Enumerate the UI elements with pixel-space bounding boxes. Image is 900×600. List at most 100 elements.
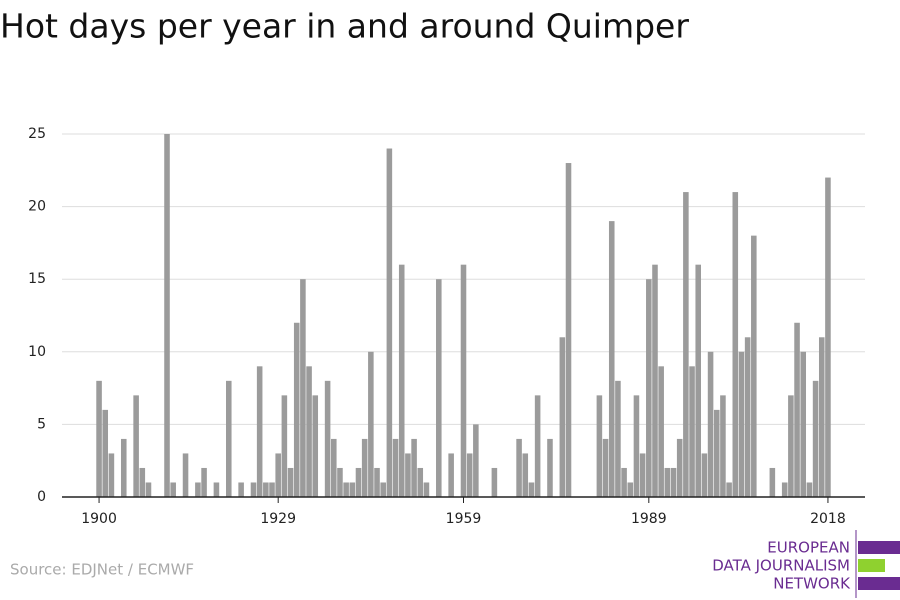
bar (781, 482, 788, 497)
bar (281, 395, 288, 497)
bar (633, 395, 640, 497)
bar (769, 467, 776, 497)
bar (738, 351, 745, 497)
bar (306, 366, 312, 497)
bar (713, 409, 720, 497)
bar (818, 337, 825, 497)
bar (615, 380, 621, 497)
bar (96, 380, 102, 497)
bar (596, 395, 603, 497)
bar (639, 453, 646, 497)
bar (608, 221, 615, 497)
chart-title: Hot days per year in and around Quimper (0, 7, 689, 46)
bar (108, 453, 115, 497)
bar (405, 453, 411, 497)
bar (676, 438, 683, 497)
bar (349, 482, 356, 497)
bar (806, 482, 813, 497)
source: Source: EDJNet / ECMWF (10, 561, 194, 579)
bar (534, 395, 541, 497)
bar (788, 395, 794, 497)
bar (145, 482, 152, 497)
bar (256, 366, 263, 497)
bar (448, 453, 454, 497)
bar (491, 467, 498, 497)
bar (164, 134, 170, 497)
bar (182, 453, 189, 497)
bar (565, 163, 572, 498)
bar (695, 264, 702, 497)
bar (102, 409, 109, 497)
bar (794, 322, 800, 497)
bar (213, 482, 220, 497)
y-tick-label: 0 (37, 489, 46, 505)
x-tick-label: 1959 (446, 511, 482, 527)
y-tick-label: 10 (28, 344, 46, 360)
bar (201, 467, 207, 497)
x-tick-label: 1989 (631, 511, 667, 527)
bar (732, 192, 739, 497)
bar (726, 482, 732, 497)
bar (195, 482, 201, 497)
bar (720, 395, 726, 497)
bar (343, 482, 349, 497)
bar (386, 148, 393, 497)
bar (701, 453, 708, 497)
bar (627, 482, 634, 497)
bar (751, 235, 757, 497)
bar (392, 438, 399, 497)
bar (368, 351, 374, 497)
bar (324, 380, 331, 497)
bar (238, 482, 244, 497)
bar (683, 192, 689, 497)
bar (398, 264, 405, 497)
bar (652, 264, 658, 497)
bar (825, 177, 831, 497)
bar (528, 482, 535, 497)
bar (707, 351, 714, 497)
bar (275, 453, 281, 497)
bar (337, 467, 343, 497)
y-tick-label: 20 (28, 199, 46, 215)
x-tick-label: 2018 (810, 511, 846, 527)
bar (559, 337, 566, 497)
x-tick-label: 1900 (81, 511, 117, 527)
bar (331, 438, 337, 497)
y-tick-label: 15 (28, 271, 46, 287)
logo-text: EUROPEAN (767, 539, 850, 557)
bar (473, 424, 479, 497)
bar (380, 482, 386, 497)
logo-text: NETWORK (773, 575, 851, 593)
bar (812, 380, 819, 497)
bar (646, 279, 652, 497)
y-tick-label: 5 (37, 416, 46, 432)
bar (139, 467, 146, 497)
logo-bar (858, 559, 885, 572)
bar (170, 482, 176, 497)
bar (466, 453, 473, 497)
bar (133, 395, 139, 497)
bar (250, 482, 257, 497)
bar (460, 264, 467, 497)
bar (689, 366, 695, 497)
bar (269, 482, 275, 497)
bar (547, 438, 553, 497)
bar (263, 482, 269, 497)
bar (411, 438, 417, 497)
bar (436, 279, 442, 497)
bar (423, 482, 430, 497)
y-tick-label: 25 (28, 126, 46, 142)
bar (522, 453, 529, 497)
logo-bar (858, 577, 900, 590)
bar (300, 279, 306, 497)
bar (621, 467, 627, 497)
bar (225, 380, 232, 497)
bar (361, 438, 368, 497)
bar (293, 322, 300, 497)
bar (670, 467, 677, 497)
bar (664, 467, 671, 497)
bar (516, 438, 522, 497)
bar (602, 438, 609, 497)
bar (800, 351, 807, 497)
